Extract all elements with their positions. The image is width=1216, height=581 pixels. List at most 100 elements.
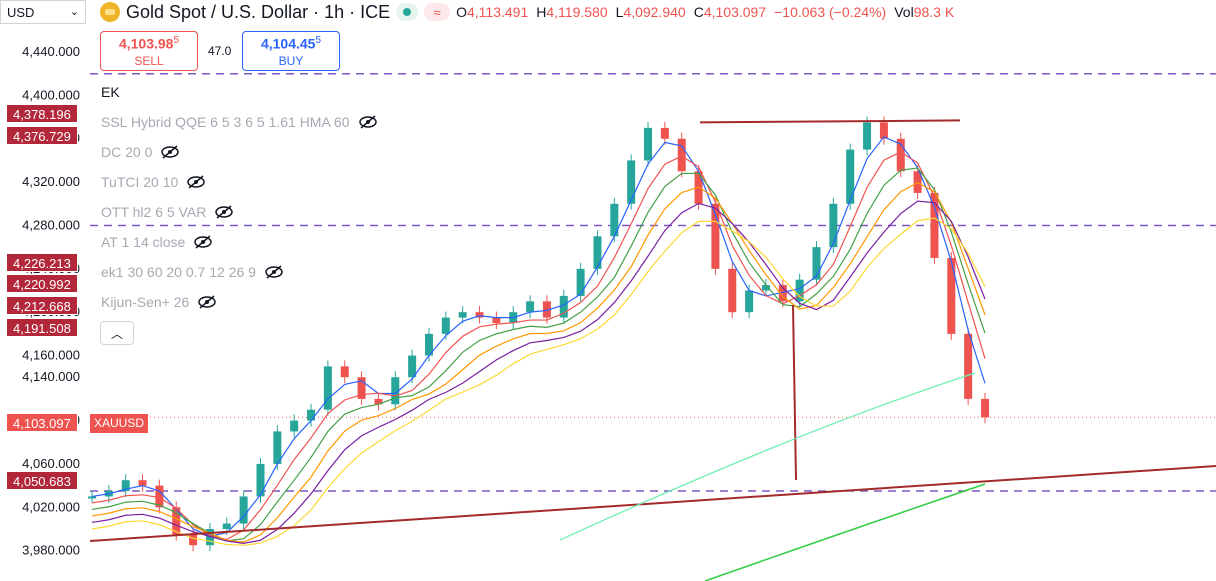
support-trendline xyxy=(89,465,1216,542)
high-value: 4,119.580 xyxy=(546,4,608,20)
indicator-dc[interactable]: DC 20 0 xyxy=(101,142,180,162)
indicator-label: SSL Hybrid QQE 6 5 3 6 5 1.61 HMA 60 xyxy=(101,114,350,130)
candle-body xyxy=(424,333,433,356)
sell-label: SELL xyxy=(134,53,164,68)
spread-value: 47.0 xyxy=(208,44,232,58)
candle-body xyxy=(492,317,501,324)
moving-average-line xyxy=(91,136,986,537)
gold-icon xyxy=(100,2,120,22)
candle-body xyxy=(256,463,265,497)
eye-off-icon[interactable] xyxy=(160,145,180,159)
candle-body xyxy=(172,507,181,535)
candle-body xyxy=(846,149,855,204)
resistance-trendline xyxy=(699,119,961,124)
eye-off-icon[interactable] xyxy=(264,265,284,279)
indicator-tutci[interactable]: TuTCI 20 10 xyxy=(101,172,206,192)
ohlc-values: O4,113.491 H4,119.580 L4,092.940 C4,103.… xyxy=(456,4,954,20)
eye-off-icon[interactable] xyxy=(186,175,206,189)
eye-off-icon[interactable] xyxy=(214,205,234,219)
collapse-indicators-button[interactable]: ︿ xyxy=(100,321,134,345)
candle-body xyxy=(88,496,96,499)
price-tag: 4,376.729 xyxy=(6,126,78,145)
indicator-ek[interactable]: EK xyxy=(101,82,120,102)
candle-body xyxy=(475,312,484,318)
candle-body xyxy=(930,192,939,258)
candle-body xyxy=(441,317,450,334)
candle-body xyxy=(677,138,686,172)
candle-body xyxy=(458,312,467,318)
buy-button[interactable]: 4,104.455 BUY xyxy=(242,31,340,71)
top-bar: USD ⌄ Gold Spot / U.S. Dollar · 1h · ICE… xyxy=(0,0,1216,24)
indicator-label: AT 1 14 close xyxy=(101,234,186,250)
symbol-title[interactable]: Gold Spot / U.S. Dollar · 1h · ICE xyxy=(126,1,391,22)
indicator-label: ek1 30 60 20 0.7 12 26 9 xyxy=(101,264,256,280)
eye-off-icon[interactable] xyxy=(197,295,217,309)
candle-body xyxy=(778,285,787,302)
candle-body xyxy=(559,295,568,318)
close-label: C xyxy=(693,4,704,20)
indicator-ek1[interactable]: ek1 30 60 20 0.7 12 26 9 xyxy=(101,262,284,282)
candle-body xyxy=(947,257,956,334)
chevron-down-icon: ⌄ xyxy=(69,6,79,18)
price-tag: 4,191.508 xyxy=(6,318,78,337)
sell-button[interactable]: 4,103.985 SELL xyxy=(100,31,198,71)
current-price-tag: 4,103.097 xyxy=(6,413,78,432)
eye-off-icon[interactable] xyxy=(193,235,213,249)
axis-tick-label: 4,140.000 xyxy=(22,369,80,384)
moving-average-line xyxy=(91,200,986,544)
candle-body xyxy=(526,301,535,313)
candle-body xyxy=(239,496,248,524)
candle-body xyxy=(627,160,636,204)
wave-icon[interactable]: ≈ xyxy=(424,3,451,21)
vertical-marker-line xyxy=(792,304,797,481)
candle-body xyxy=(357,377,366,399)
candle-body xyxy=(374,398,383,405)
candle-body xyxy=(155,485,164,508)
candle-body xyxy=(711,203,720,269)
long-ma-line xyxy=(704,483,986,581)
eye-off-icon[interactable] xyxy=(358,115,378,129)
currency-select[interactable]: USD ⌄ xyxy=(0,0,86,24)
axis-tick-label: 4,320.000 xyxy=(22,174,80,189)
candle-body xyxy=(273,431,282,464)
candle-body xyxy=(189,534,198,546)
axis-tick-label: 4,440.000 xyxy=(22,44,80,59)
candle-body xyxy=(728,268,737,313)
indicator-kijun[interactable]: Kijun-Sen+ 26 xyxy=(101,292,217,312)
buy-price: 4,104.45 xyxy=(260,35,316,52)
candle-body xyxy=(812,247,821,280)
sell-price: 4,103.98 xyxy=(118,35,174,52)
axis-tick-label: 4,020.000 xyxy=(22,499,80,514)
candle-body xyxy=(761,285,770,291)
indicator-ott[interactable]: OTT hl2 6 5 VAR xyxy=(101,202,234,222)
candle-body xyxy=(408,355,417,378)
indicator-label: TuTCI 20 10 xyxy=(101,174,179,190)
market-open-icon[interactable] xyxy=(396,3,419,21)
candle-body xyxy=(323,366,332,410)
low-label: L xyxy=(615,4,624,20)
candle-body xyxy=(121,480,130,492)
candle-body xyxy=(307,409,316,421)
currency-select-label: USD xyxy=(7,4,35,20)
axis-tick-label: 4,280.000 xyxy=(22,217,80,232)
candle-body xyxy=(981,398,989,418)
price-tag: 4,226.213 xyxy=(6,253,78,272)
indicator-label: EK xyxy=(101,84,120,100)
volume-value: 98.3 K xyxy=(913,4,955,20)
candle-body xyxy=(964,333,973,399)
candle-body xyxy=(222,523,231,529)
moving-average-line xyxy=(91,167,986,542)
price-tag: 4,050.683 xyxy=(6,471,78,490)
indicator-at[interactable]: AT 1 14 close xyxy=(101,232,213,252)
candle-body xyxy=(879,122,888,139)
long-ma-line xyxy=(559,372,976,541)
axis-tick-label: 3,980.000 xyxy=(22,543,80,558)
indicator-ssl-hybrid[interactable]: SSL Hybrid QQE 6 5 3 6 5 1.61 HMA 60 xyxy=(101,112,378,132)
candle-body xyxy=(660,127,669,139)
change-value: −10.063 (−0.24%) xyxy=(774,4,887,20)
candle-body xyxy=(138,480,147,486)
indicator-label: OTT hl2 6 5 VAR xyxy=(101,204,207,220)
candle-body xyxy=(593,236,602,269)
candle-body xyxy=(290,420,299,432)
